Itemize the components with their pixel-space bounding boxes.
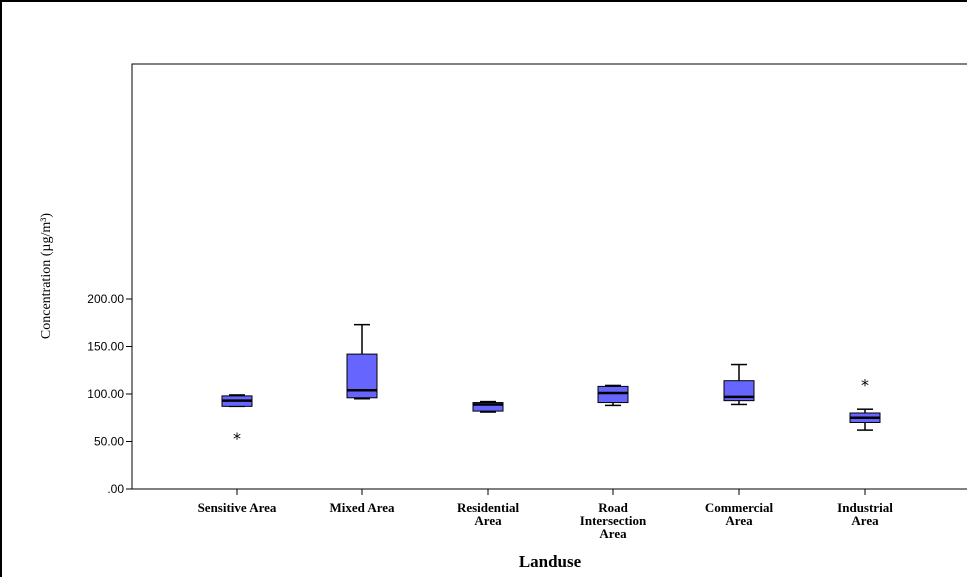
category-label: Area bbox=[474, 513, 502, 528]
y-tick-label: .00 bbox=[107, 482, 124, 496]
x-axis-title: Landuse bbox=[519, 552, 582, 571]
category-label: Area bbox=[851, 513, 879, 528]
box-iqr bbox=[597, 385, 629, 404]
category-label: Residential bbox=[457, 500, 520, 515]
x-axis-labels: Sensitive Area Mixed Area ResidentialAreaR… bbox=[198, 500, 894, 541]
y-tick-label: 200.00 bbox=[87, 292, 124, 306]
y-axis: .00 50.00 100.00 150.00 200.00 bbox=[87, 292, 132, 496]
category-label: Area bbox=[599, 526, 627, 541]
category-label: Road bbox=[598, 500, 628, 515]
outlier-marker: * bbox=[861, 376, 869, 395]
plot-area bbox=[131, 63, 967, 490]
category-label: Intersection bbox=[580, 513, 647, 528]
box-iqr bbox=[472, 402, 504, 412]
category-label: Area bbox=[725, 513, 753, 528]
category-label: Mixed Area bbox=[329, 500, 395, 515]
outlier-marker: * bbox=[233, 429, 241, 448]
category-label: Sensitive Area bbox=[198, 500, 277, 515]
y-tick-label: 150.00 bbox=[87, 340, 124, 354]
y-tick-label: 100.00 bbox=[87, 387, 124, 401]
y-tick-label: 50.00 bbox=[94, 435, 124, 449]
category-label: Commercial bbox=[705, 500, 774, 515]
category-label: Industrial bbox=[837, 500, 893, 515]
boxes-group: ** bbox=[221, 323, 881, 495]
y-axis-title: Concentration (µg/m³) bbox=[39, 213, 54, 340]
